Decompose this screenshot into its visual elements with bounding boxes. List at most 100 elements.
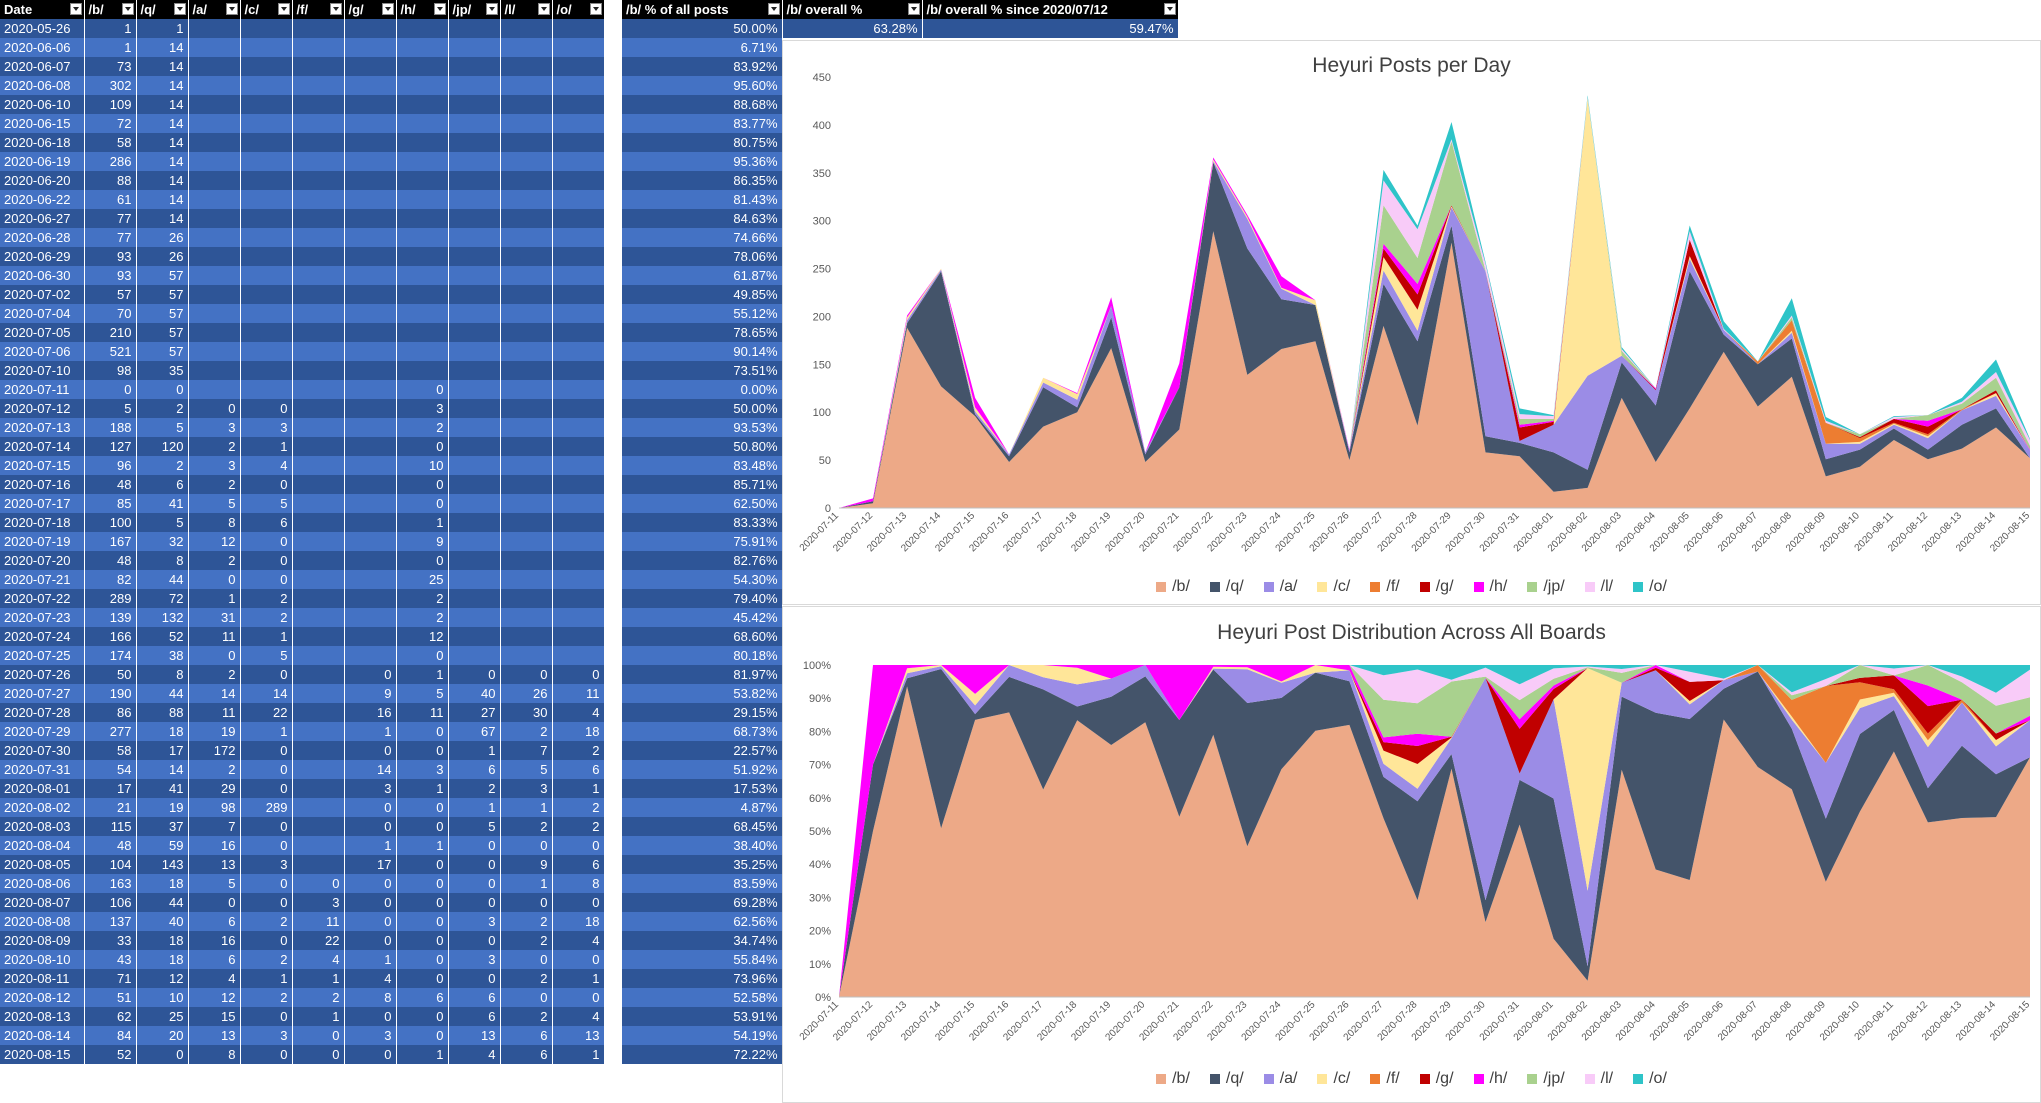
table-cell[interactable]: 86.35%: [622, 171, 783, 190]
table-cell[interactable]: [292, 665, 345, 684]
table-cell[interactable]: [552, 399, 605, 418]
table-cell[interactable]: [552, 627, 605, 646]
table-cell[interactable]: 0: [396, 1007, 449, 1026]
table-cell[interactable]: 2020-06-29: [0, 247, 85, 266]
filter-dropdown-icon[interactable]: [329, 3, 342, 15]
table-cell[interactable]: [396, 19, 449, 38]
table-cell[interactable]: [552, 95, 605, 114]
table-cell[interactable]: 5: [188, 874, 241, 893]
table-cell[interactable]: 84: [84, 1026, 137, 1045]
table-cell[interactable]: [552, 437, 605, 456]
table-cell[interactable]: 6: [448, 988, 501, 1007]
table-cell[interactable]: 0: [240, 532, 293, 551]
table-cell[interactable]: 68.73%: [622, 722, 783, 741]
table-cell[interactable]: 2020-06-07: [0, 57, 85, 76]
table-cell[interactable]: 2020-07-30: [0, 741, 85, 760]
table-cell[interactable]: 88: [136, 703, 189, 722]
table-cell[interactable]: [500, 152, 553, 171]
distribution-chart[interactable]: Heyuri Post Distribution Across All Boar…: [782, 606, 2041, 1103]
table-cell[interactable]: 61.87%: [622, 266, 783, 285]
table-cell[interactable]: [344, 399, 397, 418]
area-series-b[interactable]: [839, 231, 2030, 508]
table-cell[interactable]: [344, 19, 397, 38]
table-cell[interactable]: 14: [344, 760, 397, 779]
table-cell[interactable]: [500, 76, 553, 95]
table-cell[interactable]: 1: [240, 969, 293, 988]
table-cell[interactable]: [344, 266, 397, 285]
table-cell[interactable]: 2: [240, 950, 293, 969]
table-cell[interactable]: [344, 342, 397, 361]
table-cell[interactable]: 4.87%: [622, 798, 783, 817]
table-cell[interactable]: [448, 627, 501, 646]
table-cell[interactable]: 51: [84, 988, 137, 1007]
table-cell[interactable]: [552, 361, 605, 380]
table-cell[interactable]: 2020-08-10: [0, 950, 85, 969]
table-cell[interactable]: 19: [136, 798, 189, 817]
table-cell[interactable]: 0: [240, 779, 293, 798]
table-cell[interactable]: 45.42%: [622, 608, 783, 627]
table-cell[interactable]: 1: [188, 589, 241, 608]
table-cell[interactable]: 58: [84, 741, 137, 760]
table-cell[interactable]: 86: [84, 703, 137, 722]
table-cell[interactable]: [344, 76, 397, 95]
table-cell[interactable]: 3: [448, 912, 501, 931]
table-cell[interactable]: [240, 323, 293, 342]
table-cell[interactable]: [500, 456, 553, 475]
table-cell[interactable]: 0: [240, 475, 293, 494]
table-cell[interactable]: 3: [292, 893, 345, 912]
table-cell[interactable]: 139: [84, 608, 137, 627]
table-cell[interactable]: 35: [136, 361, 189, 380]
table-cell[interactable]: 0: [292, 1026, 345, 1045]
table-cell[interactable]: 2020-07-16: [0, 475, 85, 494]
table-cell[interactable]: [552, 532, 605, 551]
table-cell[interactable]: [188, 285, 241, 304]
table-cell[interactable]: 2: [500, 931, 553, 950]
table-cell[interactable]: [552, 513, 605, 532]
column-header[interactable]: /a/: [188, 0, 241, 19]
table-cell[interactable]: 100: [84, 513, 137, 532]
area-series-o[interactable]: [839, 95, 2030, 508]
table-cell[interactable]: [292, 475, 345, 494]
table-cell[interactable]: 0: [500, 665, 553, 684]
table-cell[interactable]: 75.91%: [622, 532, 783, 551]
table-cell[interactable]: 143: [136, 855, 189, 874]
table-cell[interactable]: 18: [552, 722, 605, 741]
table-cell[interactable]: [448, 114, 501, 133]
table-cell[interactable]: 2020-05-26: [0, 19, 85, 38]
table-cell[interactable]: 62.50%: [622, 494, 783, 513]
table-cell[interactable]: 18: [136, 722, 189, 741]
table-cell[interactable]: 4: [188, 969, 241, 988]
table-cell[interactable]: [344, 38, 397, 57]
table-cell[interactable]: 17.53%: [622, 779, 783, 798]
table-cell[interactable]: [292, 247, 345, 266]
table-cell[interactable]: 7: [500, 741, 553, 760]
table-cell[interactable]: 11: [396, 703, 449, 722]
table-cell[interactable]: 2020-07-21: [0, 570, 85, 589]
legend-item[interactable]: /f/: [1370, 578, 1400, 596]
table-cell[interactable]: 83.92%: [622, 57, 783, 76]
table-cell[interactable]: 0: [396, 912, 449, 931]
table-cell[interactable]: [188, 209, 241, 228]
table-cell[interactable]: [500, 57, 553, 76]
table-cell[interactable]: [500, 228, 553, 247]
table-cell[interactable]: 27: [448, 703, 501, 722]
table-cell[interactable]: 0: [396, 551, 449, 570]
table-cell[interactable]: [292, 418, 345, 437]
table-cell[interactable]: 1: [552, 779, 605, 798]
table-cell[interactable]: [448, 266, 501, 285]
table-cell[interactable]: [448, 494, 501, 513]
table-cell[interactable]: [344, 304, 397, 323]
table-cell[interactable]: 57: [136, 266, 189, 285]
table-cell[interactable]: 88: [84, 171, 137, 190]
table-cell[interactable]: [344, 551, 397, 570]
table-cell[interactable]: [188, 95, 241, 114]
table-cell[interactable]: [344, 247, 397, 266]
table-cell[interactable]: [188, 114, 241, 133]
table-cell[interactable]: 0: [448, 874, 501, 893]
table-cell[interactable]: [344, 475, 397, 494]
table-cell[interactable]: 6: [552, 760, 605, 779]
table-cell[interactable]: [292, 855, 345, 874]
table-cell[interactable]: 2020-08-07: [0, 893, 85, 912]
table-cell[interactable]: 0: [448, 893, 501, 912]
table-cell[interactable]: 13: [448, 1026, 501, 1045]
